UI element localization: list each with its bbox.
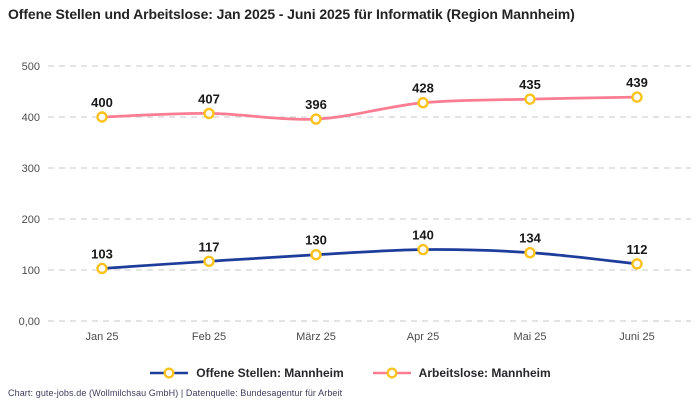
y-tick-label: 0,00 [19, 316, 40, 328]
series-line [100, 95, 639, 121]
data-point-label: 396 [305, 97, 327, 112]
y-tick-label: 100 [22, 265, 40, 277]
legend-swatch [150, 367, 189, 379]
data-point-marker[interactable] [417, 97, 429, 109]
data-point-marker[interactable] [203, 255, 215, 268]
y-tick-label: 200 [22, 214, 40, 226]
attribution-text: Chart: gute-jobs.de (Wollmilchsau GmbH) … [8, 388, 343, 398]
data-point-label: 130 [305, 233, 327, 248]
data-point-marker[interactable] [524, 93, 536, 105]
data-point-marker[interactable] [631, 91, 643, 103]
data-point-marker[interactable] [631, 258, 643, 270]
legend-swatch-marker [163, 367, 175, 379]
data-point-marker[interactable] [310, 113, 322, 125]
legend-swatch [372, 367, 411, 379]
legend-label-arbeitslose: Arbeitslose: Mannheim [418, 366, 551, 380]
data-point-marker[interactable] [96, 111, 108, 123]
data-point-marker[interactable] [417, 243, 429, 256]
data-point-label: 134 [519, 231, 541, 246]
data-point-label: 140 [412, 228, 434, 243]
y-tick-label: 400 [22, 112, 40, 124]
legend: Offene Stellen: Mannheim Arbeitslose: Ma… [0, 366, 700, 380]
legend-item-arbeitslose[interactable]: Arbeitslose: Mannheim [372, 366, 551, 380]
data-point-label: 400 [91, 95, 113, 110]
x-tick-label: Mai 25 [513, 331, 546, 343]
data-point-label: 435 [519, 77, 541, 92]
x-tick-label: März 25 [296, 331, 336, 343]
legend-item-offene-stellen[interactable]: Offene Stellen: Mannheim [149, 366, 344, 380]
legend-label-offene-stellen: Offene Stellen: Mannheim [196, 366, 344, 380]
data-point-label: 117 [199, 239, 220, 254]
chart-title: Offene Stellen und Arbeitslose: Jan 2025… [8, 6, 575, 22]
legend-swatch-marker [386, 367, 398, 379]
data-point-marker[interactable] [203, 107, 215, 120]
x-tick-label: Feb 25 [192, 331, 226, 343]
y-tick-label: 300 [22, 163, 40, 175]
x-tick-label: Jan 25 [85, 331, 118, 343]
data-point-label: 103 [91, 246, 113, 261]
data-point-label: 407 [198, 91, 220, 106]
data-point-marker[interactable] [524, 246, 536, 259]
x-tick-label: Juni 25 [619, 331, 654, 343]
data-point-marker[interactable] [310, 248, 322, 261]
series-line [100, 248, 639, 270]
data-point-label: 112 [627, 242, 648, 257]
x-tick-label: Apr 25 [407, 331, 439, 343]
data-point-label: 428 [412, 81, 434, 96]
y-tick-label: 500 [22, 61, 40, 73]
data-point-label: 439 [626, 75, 648, 90]
data-point-marker[interactable] [96, 262, 108, 275]
